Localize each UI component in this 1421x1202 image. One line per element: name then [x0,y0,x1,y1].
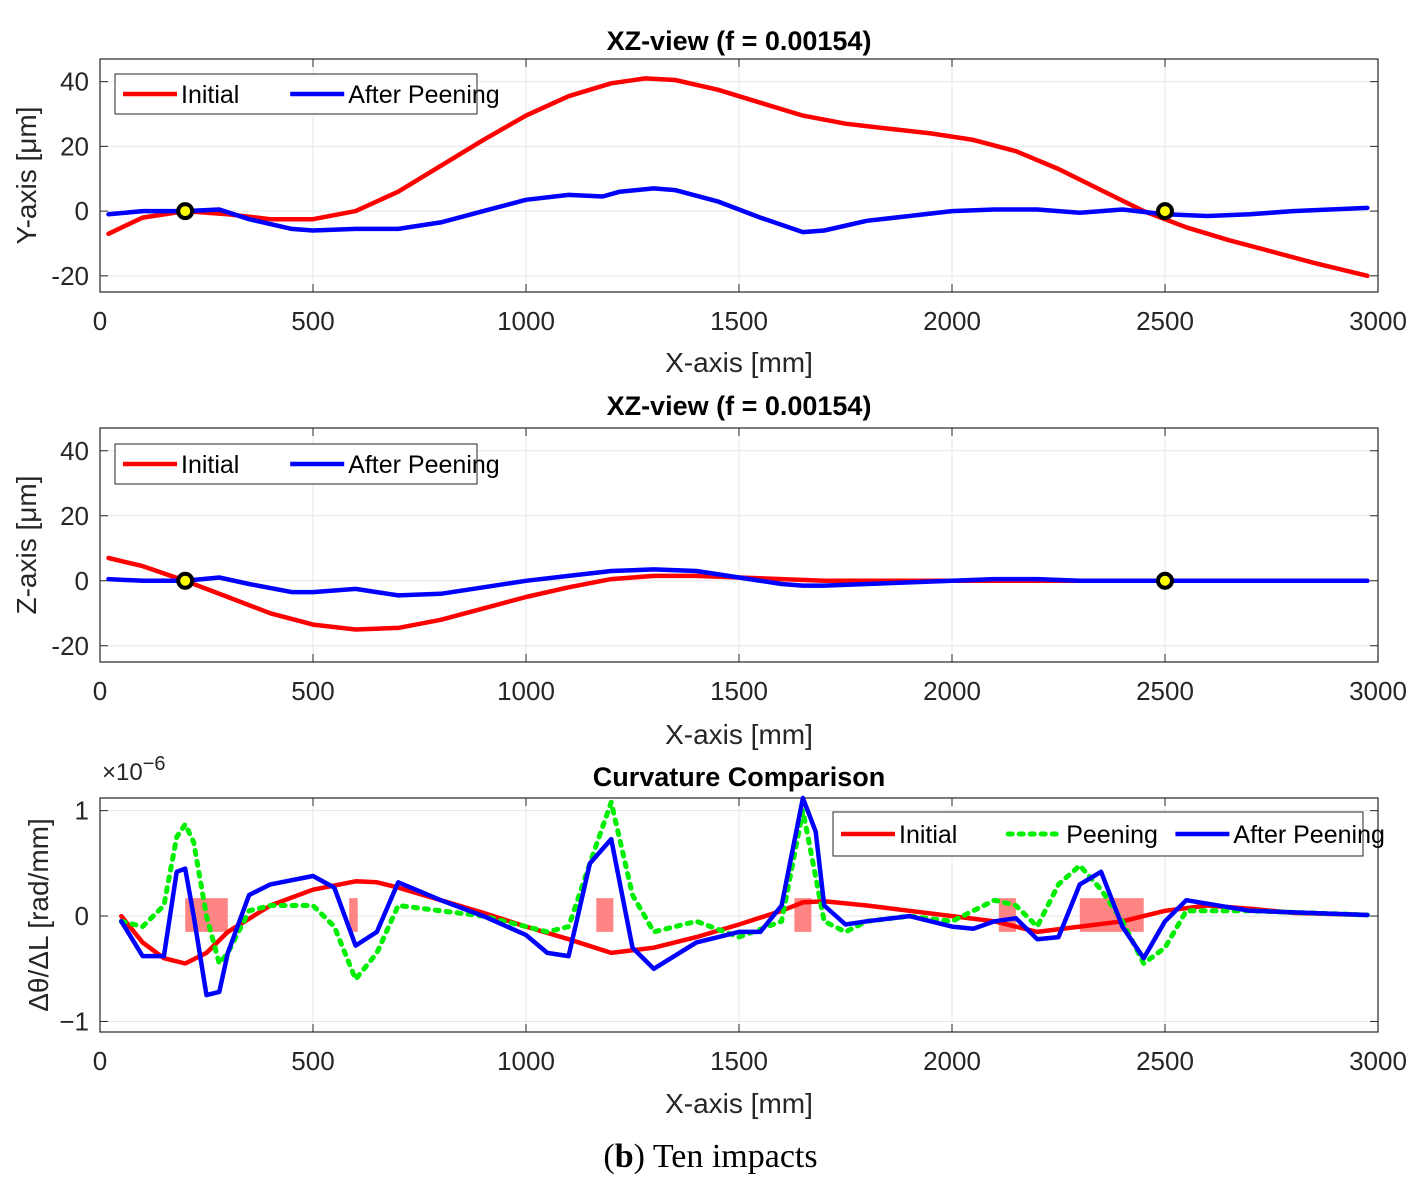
caption-text: Ten impacts [652,1138,818,1175]
x-tick-label: 500 [291,306,334,336]
x-tick-label: 500 [291,1046,334,1076]
y-tick-label: 40 [60,436,89,466]
x-tick-label: 3000 [1349,1046,1407,1076]
legend-box [832,811,1364,857]
x-axis-label: X-axis [mm] [665,1088,813,1119]
impact-region [794,898,812,932]
x-tick-label: 1500 [710,306,768,336]
anchor-point-marker [1156,571,1174,590]
x-tick-label: 2500 [1136,676,1194,706]
chart-panel-2: 0 500 1000 1500 2000 2500 3000-2002040XZ-view … [11,391,1407,750]
legend-label: After Peening [348,81,500,109]
y-tick-label: 20 [60,131,89,161]
figure-caption: (b) Ten impacts [603,1138,818,1175]
series-line-after-peening [106,567,1370,598]
y-tick-label: 0 [75,196,89,226]
series-line-after-peening [119,795,1370,998]
x-tick-label: 0 [93,1046,107,1076]
legend-label: Initial [181,81,239,109]
anchor-point-marker [176,571,195,590]
x-tick-label: 2000 [923,676,981,706]
legend-label: Peening [1066,821,1158,849]
chart-panel-1: 0 500 1000 1500 2000 2500 3000-2002040XZ-view … [11,26,1407,378]
series-line-after-peening [106,186,1370,235]
x-tick-label: 1000 [497,306,555,336]
y-exponent-label: ×10−6 [102,753,166,786]
exponent-power: −6 [143,753,166,775]
legend-label: After Peening [348,451,500,479]
legend: Initial After Peening [114,73,500,115]
x-tick-label: 3000 [1349,306,1407,336]
series-line-initial [119,879,1370,966]
series-line-peening [118,799,1370,982]
legend-label: Initial [899,821,957,849]
y-axis-label: Z-axis [μm] [11,475,42,614]
anchor-point-marker [1156,202,1174,221]
y-tick-label: -20 [51,631,89,661]
x-axis-label: X-axis [mm] [665,719,813,750]
y-tick-label: 40 [60,67,89,97]
y-tick-label: −1 [59,1006,89,1036]
x-tick-label: 1000 [497,1046,555,1076]
y-axis-label: Y-axis [μm] [11,106,42,244]
y-tick-label: 0 [75,566,89,596]
x-tick-label: 1000 [497,676,555,706]
caption-panel-letter: b [614,1138,634,1175]
chart-title: Curvature Comparison [593,762,886,792]
y-tick-label: 1 [75,796,89,826]
x-tick-label: 0 [93,306,107,336]
legend-label: Initial [181,451,239,479]
legend: Initial After Peening [114,443,500,485]
chart-title: XZ-view (f = 0.00154) [607,391,872,421]
x-tick-label: 2000 [923,1046,981,1076]
exponent-base: ×10 [102,759,143,786]
x-tick-label: 2500 [1136,1046,1194,1076]
y-tick-label: -20 [51,261,89,291]
chart-panel-3: 0 500 1000 1500 2000 2500 3000−101×10−6 Curvatu… [23,753,1407,1119]
x-axis-label: X-axis [mm] [665,347,813,378]
x-tick-label: 0 [93,676,107,706]
chart-title: XZ-view (f = 0.00154) [607,26,872,56]
x-tick-label: 1500 [710,1046,768,1076]
legend: Initial Peening After Peening [832,811,1385,857]
impact-region [596,898,614,932]
x-tick-label: 500 [291,676,334,706]
x-tick-label: 2000 [923,306,981,336]
impact-region [349,898,358,932]
y-axis-label: Δθ/ΔL [rad/mm] [23,818,54,1012]
y-tick-label: 20 [60,501,89,531]
x-tick-label: 2500 [1136,306,1194,336]
legend-label: After Peening [1233,821,1385,849]
anchor-point-marker [176,202,195,221]
y-tick-label: 0 [75,901,89,931]
x-tick-label: 1500 [710,676,768,706]
x-tick-label: 3000 [1349,676,1407,706]
